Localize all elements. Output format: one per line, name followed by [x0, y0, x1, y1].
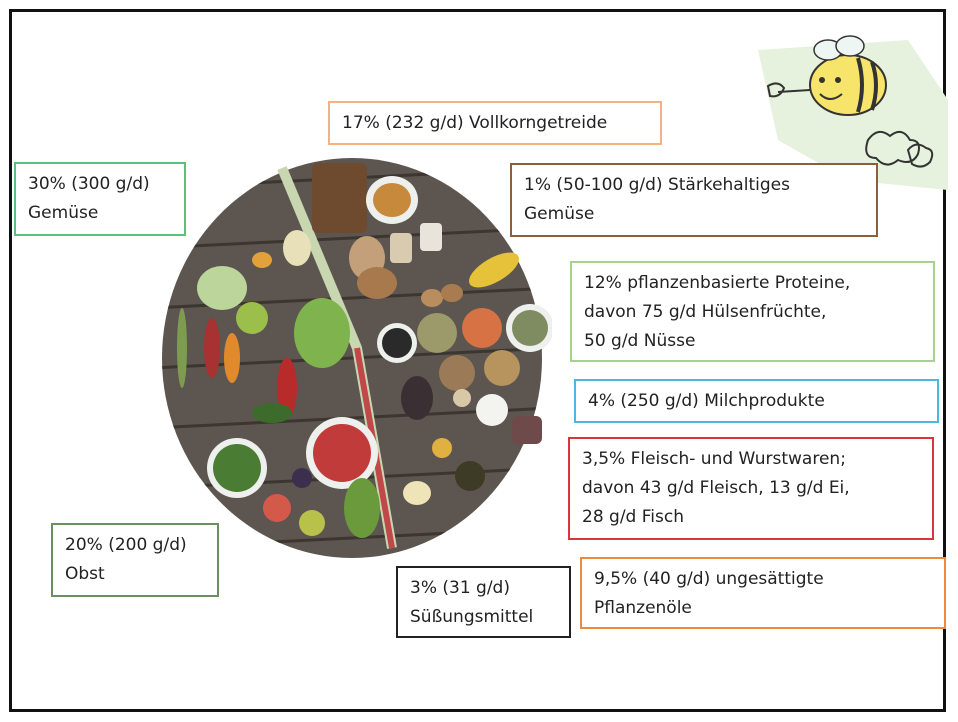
label-gemuese: 30% (300 g/d) Gemüse: [14, 162, 186, 236]
proteins-group: [377, 252, 552, 391]
label-vollkorngetreide: 17% (232 g/d) Vollkorngetreide: [328, 101, 662, 145]
label-staerkehaltiges-gemuese: 1% (50-100 g/d) Stärkehaltiges Gemüse: [510, 163, 878, 237]
grains-group: [312, 163, 442, 299]
dairy-meat-group: [401, 376, 542, 505]
label-suessungsmittel: 3% (31 g/d) Süßungsmittel: [396, 566, 571, 638]
fruits-group: [207, 417, 380, 538]
vegetables-group: [177, 230, 350, 423]
label-milchprodukte: 4% (250 g/d) Milchprodukte: [574, 379, 939, 423]
label-pflanzenoele: 9,5% (40 g/d) ungesättigte Pflanzenöle: [580, 557, 946, 629]
bee-illustration: [758, 35, 948, 190]
food-plate-illustration: [162, 158, 552, 558]
label-pflanzenbasierte-proteine: 12% pflanzenbasierte Proteine, davon 75 …: [570, 261, 935, 362]
label-fleisch-wurstwaren: 3,5% Fleisch- und Wurstwaren; davon 43 g…: [568, 437, 934, 540]
label-obst: 20% (200 g/d) Obst: [51, 523, 219, 597]
